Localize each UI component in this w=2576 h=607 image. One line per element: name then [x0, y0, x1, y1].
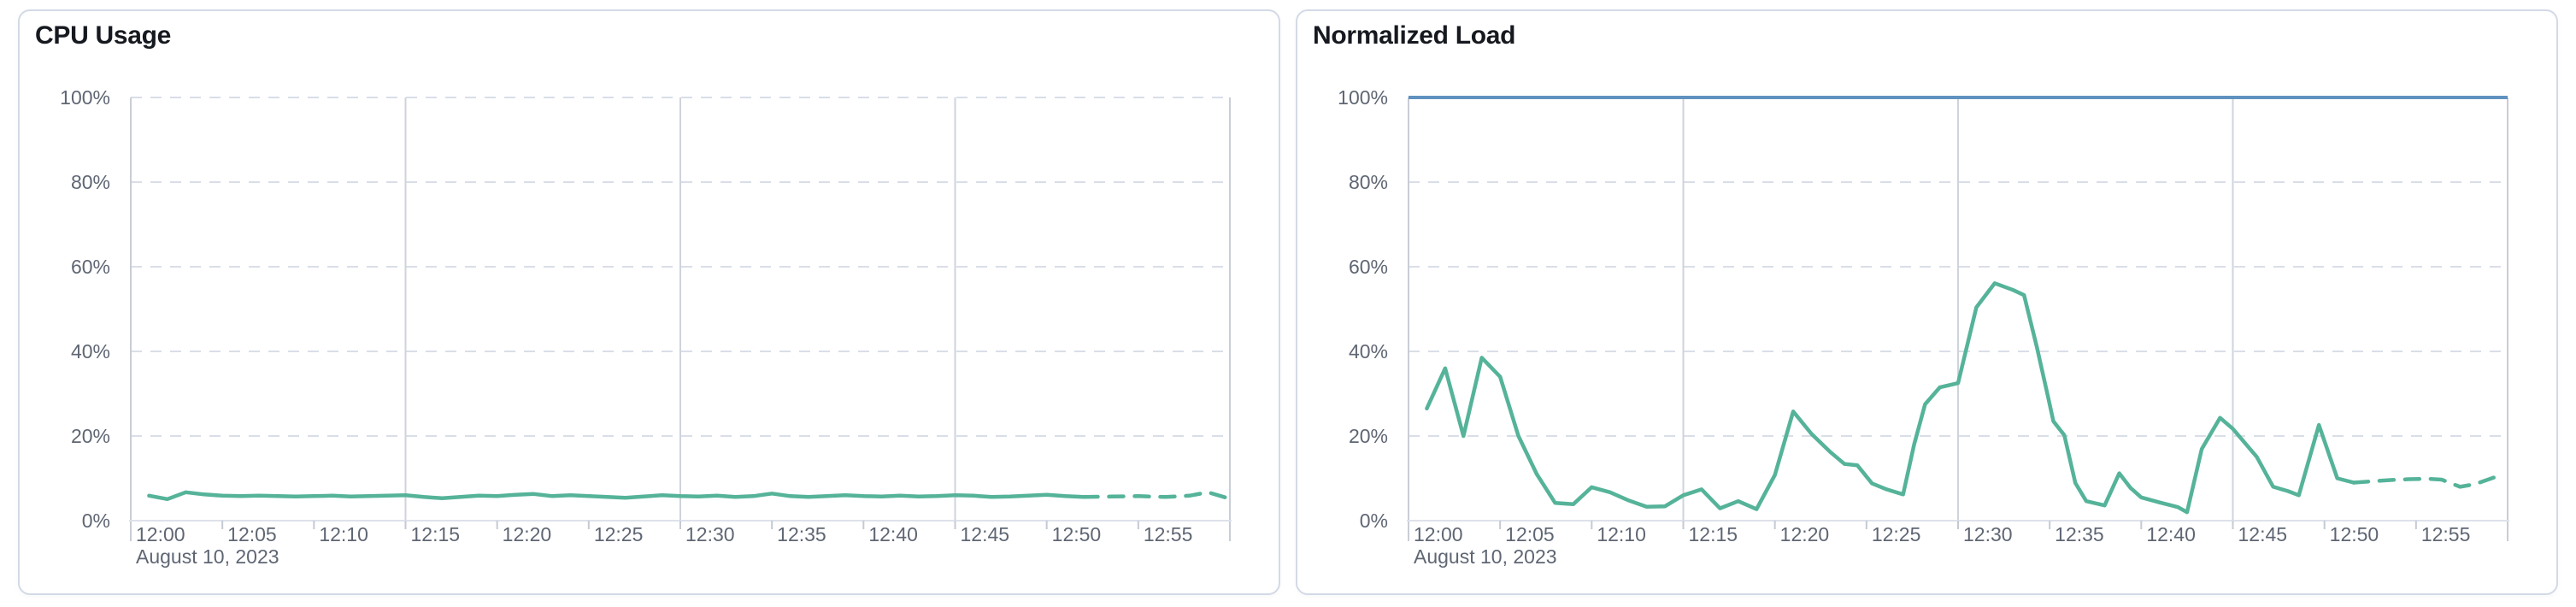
series-line-normalized-load: [1425, 281, 2356, 515]
x-axis-label: 12:50: [1052, 523, 1102, 545]
x-axis-label: 12:50: [2330, 523, 2379, 545]
series-line-normalized-load-partial-bucket: [2351, 474, 2499, 489]
x-axis-label: 12:10: [319, 523, 368, 545]
x-axis-label: 12:40: [2146, 523, 2196, 545]
y-axis-label: 100%: [60, 86, 110, 109]
x-axis-label: 12:20: [1780, 523, 1830, 545]
x-axis-label: 12:30: [685, 523, 735, 545]
x-axis-label: 12:45: [2238, 523, 2288, 545]
x-axis-label: 12:35: [2055, 523, 2104, 545]
y-axis-label: 0%: [1360, 510, 1388, 532]
series-line-cpu-usage-partial-bucket: [1081, 490, 1231, 501]
x-axis-label: 12:05: [227, 523, 277, 545]
y-axis-label: 60%: [1349, 256, 1388, 278]
y-axis-label: 20%: [71, 425, 110, 447]
panel-cpu-usage: CPU Usage 12:00 12:05 12:10 12:15 12:20 12:25…: [18, 9, 1280, 595]
x-axis-label: 12:55: [1144, 523, 1193, 545]
x-axis-label: 12:00: [136, 523, 185, 545]
x-axis-label: 12:15: [411, 523, 461, 545]
x-axis-label: 12:35: [777, 523, 826, 545]
x-axis-date-label: August 10, 2023: [1414, 545, 1557, 568]
y-axis-label: 20%: [1349, 425, 1388, 447]
series-line-cpu-usage: [147, 490, 1085, 502]
x-axis-label: 12:25: [594, 523, 644, 545]
x-axis-label: 12:40: [868, 523, 918, 545]
x-axis-label: 12:20: [503, 523, 552, 545]
y-axis-label: 80%: [1349, 171, 1388, 193]
y-axis-label: 100%: [1338, 86, 1388, 109]
x-axis-label: 12:45: [961, 523, 1010, 545]
x-axis-label: 12:05: [1505, 523, 1555, 545]
x-axis-label: 12:55: [2421, 523, 2471, 545]
y-axis-label: 40%: [71, 340, 110, 362]
x-axis-date-label: August 10, 2023: [136, 545, 279, 568]
x-axis-label: 12:25: [1872, 523, 1921, 545]
panel-title-cpu-usage: CPU Usage: [35, 21, 172, 50]
x-axis-label: 12:15: [1689, 523, 1738, 545]
panel-normalized-load: Normalized Load 12:00 12:05 12:10 12:15 12:2…: [1296, 9, 2558, 595]
cpu-usage-chart[interactable]: 12:00 12:05 12:10 12:15 12:20 12:25 12:30 12:35…: [20, 11, 1279, 593]
y-axis-label: 80%: [71, 171, 110, 193]
y-axis-label: 40%: [1349, 340, 1388, 362]
panel-title-normalized-load: Normalized Load: [1313, 21, 1516, 50]
x-axis-label: 12:10: [1597, 523, 1646, 545]
normalized-load-chart[interactable]: 12:00 12:05 12:10 12:15 12:20 12:25 12:30 12:35…: [1297, 11, 2556, 593]
y-axis-label: 60%: [71, 256, 110, 278]
x-axis-label: 12:30: [1963, 523, 2013, 545]
x-axis-label: 12:00: [1414, 523, 1463, 545]
y-axis-label: 0%: [82, 510, 110, 532]
